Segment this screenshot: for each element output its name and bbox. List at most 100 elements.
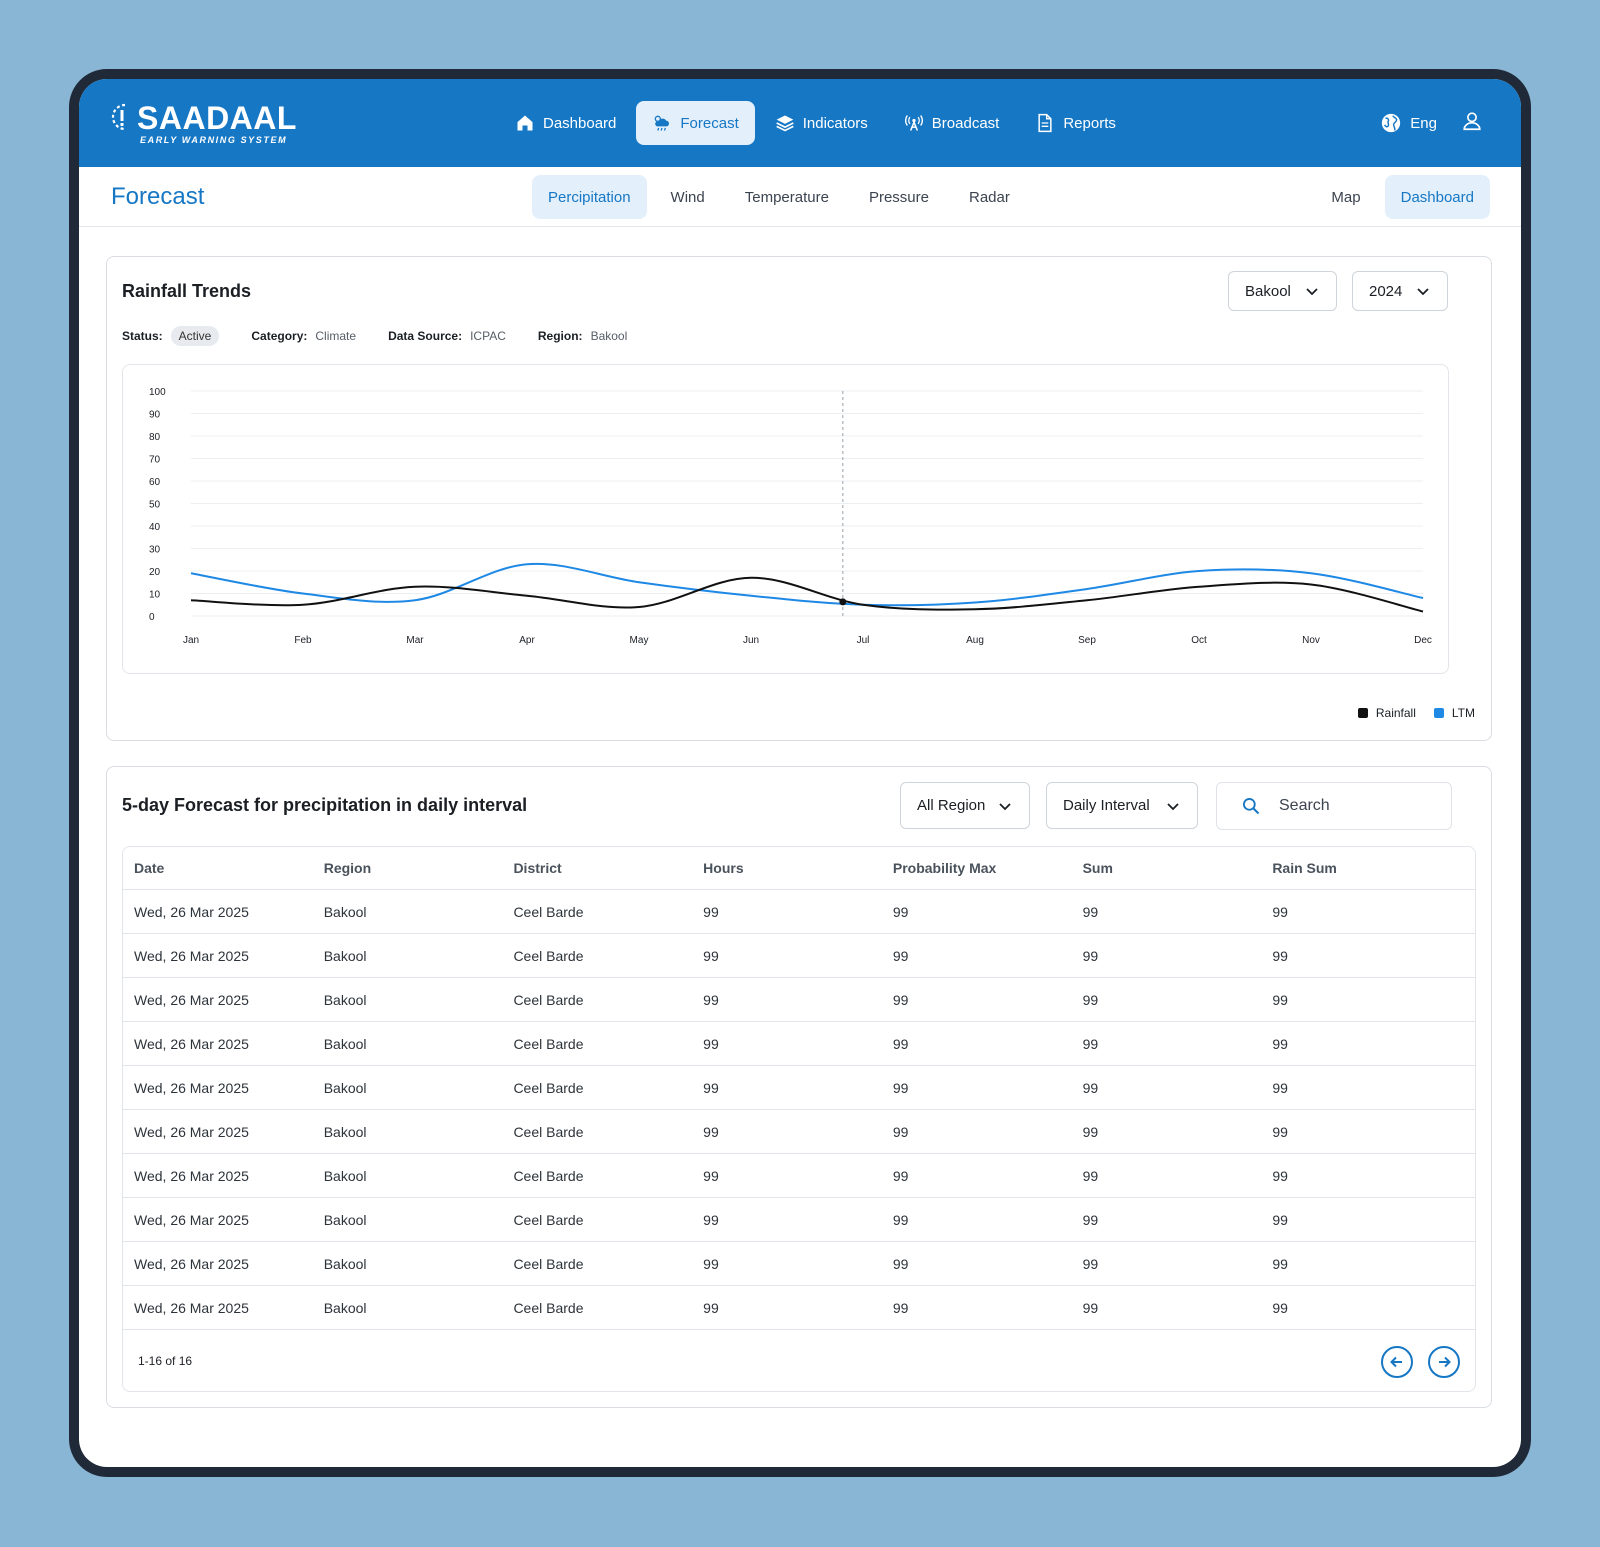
view-dashboard[interactable]: Dashboard [1384,175,1490,219]
cell-region: Bakool [323,1035,367,1052]
rainfall-chart: 0 10 20 30 40 50 60 70 80 90 100 Jan Feb Mar Apr May Jun… [122,364,1449,674]
series-line-ltm[interactable] [190,562,1424,607]
cell-sum: 99 [1082,1211,1099,1228]
x-tick-label: Dec [1414,635,1432,646]
cell-date: Wed, 26 Mar 2025 [134,1299,249,1316]
hover-point[interactable] [839,598,847,606]
brand-tagline: EARLY WARNING SYSTEM [140,135,288,145]
all-region-select[interactable]: All Region [900,782,1030,829]
cell-rain-sum: 99 [1272,1299,1288,1316]
y-tick-label: 0 [149,612,155,623]
rainfall-trends-title: Rainfall Trends [122,281,252,301]
legend-swatch-rainfall [1357,708,1368,718]
table-row[interactable]: Wed, 26 Mar 2025 Bakool Ceel Barde 99 99 99 99 [123,1198,1475,1242]
cell-sum: 99 [1082,1123,1099,1140]
cell-probability-max: 99 [892,1123,909,1140]
column-header-region[interactable]: Region [323,860,372,876]
top-right-controls: Eng [1380,101,1483,145]
column-header-sum[interactable]: Sum [1082,860,1113,876]
year-select[interactable]: 2024 [1352,271,1448,311]
table-row[interactable]: Wed, 26 Mar 2025 Bakool Ceel Barde 99 99 99 99 [123,1022,1475,1066]
table-row[interactable]: Wed, 26 Mar 2025 Bakool Ceel Barde 99 99 99 99 [123,1066,1475,1110]
x-tick-label: Sep [1078,635,1096,646]
tab-wind[interactable]: Wind [670,188,705,206]
table-row[interactable]: Wed, 26 Mar 2025 Bakool Ceel Barde 99 99 99 99 [123,890,1475,934]
cell-probability-max: 99 [892,991,909,1008]
nav-item-broadcast[interactable]: Broadcast [888,101,1016,145]
cell-rain-sum: 99 [1272,903,1288,920]
nav-item-forecast[interactable]: Forecast [636,101,755,145]
region-select[interactable]: Bakool [1228,271,1337,311]
status-label: Status: [122,329,163,343]
table-row[interactable]: Wed, 26 Mar 2025 Bakool Ceel Barde 99 99 99 99 [123,1242,1475,1286]
nav-item-reports[interactable]: Reports [1019,101,1132,145]
cell-region: Bakool [323,1255,367,1272]
cell-district: Ceel Barde [513,1255,584,1272]
forecast-tabs: Percipitation Wind Temperature Pressure … [532,175,1034,219]
cell-sum: 99 [1082,903,1099,920]
cell-date: Wed, 26 Mar 2025 [134,1255,249,1272]
column-header-date[interactable]: Date [134,860,165,876]
legend-item-ltm[interactable]: LTM [1433,706,1475,720]
column-header-district[interactable]: District [513,860,562,876]
brand-name: SAADAAL [137,100,297,136]
table-row[interactable]: Wed, 26 Mar 2025 Bakool Ceel Barde 99 99 99 99 [123,1154,1475,1198]
page-title: Forecast [111,183,205,210]
cell-date: Wed, 26 Mar 2025 [134,1123,249,1140]
nav-label: Dashboard [543,114,617,132]
prev-page-button[interactable] [1381,1346,1413,1378]
cell-sum: 99 [1082,1167,1099,1184]
tab-pressure[interactable]: Pressure [868,188,929,206]
table-row[interactable]: Wed, 26 Mar 2025 Bakool Ceel Barde 99 99 99 99 [123,1286,1475,1330]
rainfall-line-chart: 0 10 20 30 40 50 60 70 80 90 100 Jan Feb Mar Apr May Jun… [149,387,1432,646]
nav-label: Reports [1063,114,1116,132]
source-value: ICPAC [470,329,506,343]
column-header-hours[interactable]: Hours [703,860,744,876]
next-page-button[interactable] [1428,1346,1460,1378]
table-row[interactable]: Wed, 26 Mar 2025 Bakool Ceel Barde 99 99 99 99 [123,1110,1475,1154]
legend-label: Rainfall [1375,706,1416,720]
legend-item-rainfall[interactable]: Rainfall [1357,706,1416,720]
cell-rain-sum: 99 [1272,1255,1288,1272]
nav-item-indicators[interactable]: Indicators [759,101,884,145]
user-profile-button[interactable] [1461,110,1483,136]
tab-temperature[interactable]: Temperature [744,188,829,206]
brand-logo[interactable]: SAADAAL EARLY WARNING SYSTEM [111,99,296,149]
nav-item-dashboard[interactable]: Dashboard [499,101,632,145]
language-selector[interactable]: Eng [1380,112,1437,134]
tab-radar[interactable]: Radar [968,188,1010,206]
tab-percipitation[interactable]: Percipitation [532,175,647,219]
layers-icon [776,115,794,132]
cell-district: Ceel Barde [513,1035,584,1052]
main-nav: Dashboard Forecast Ind [499,101,1132,145]
chevron-down-icon [1306,288,1318,296]
table-row[interactable]: Wed, 26 Mar 2025 Bakool Ceel Barde 99 99 99 99 [123,934,1475,978]
column-header-probability-max[interactable]: Probability Max [892,860,997,876]
cell-region: Bakool [323,1123,367,1140]
region-label: Region: [537,329,583,343]
cell-probability-max: 99 [892,1167,909,1184]
cell-date: Wed, 26 Mar 2025 [134,1035,249,1052]
cell-region: Bakool [323,1211,367,1228]
interval-select[interactable]: Daily Interval [1046,782,1198,829]
cell-sum: 99 [1082,1255,1099,1272]
pagination-controls [1381,1346,1460,1378]
cell-region: Bakool [323,1299,367,1316]
cell-rain-sum: 99 [1272,1079,1288,1096]
view-map[interactable]: Map [1331,188,1361,206]
chart-legend: Rainfall LTM [1357,706,1475,720]
search-input[interactable] [1279,797,1429,815]
cell-rain-sum: 99 [1272,1123,1288,1140]
search-icon [1243,798,1260,815]
table-row[interactable]: Wed, 26 Mar 2025 Bakool Ceel Barde 99 99 99 99 [123,978,1475,1022]
y-tick-label: 50 [149,500,161,511]
series-line-rainfall[interactable] [190,576,1424,613]
table-header-row: Date Region District Hours Probability M… [123,847,1475,890]
chevron-down-icon [1417,288,1429,296]
dataset-meta: Status: Active Category: Climate Data So… [122,326,659,346]
region-select-value: Bakool [1245,282,1291,300]
y-tick-label: 90 [149,410,161,421]
cell-region: Bakool [323,903,367,920]
column-header-rain-sum[interactable]: Rain Sum [1272,860,1337,876]
cell-probability-max: 99 [892,1299,909,1316]
